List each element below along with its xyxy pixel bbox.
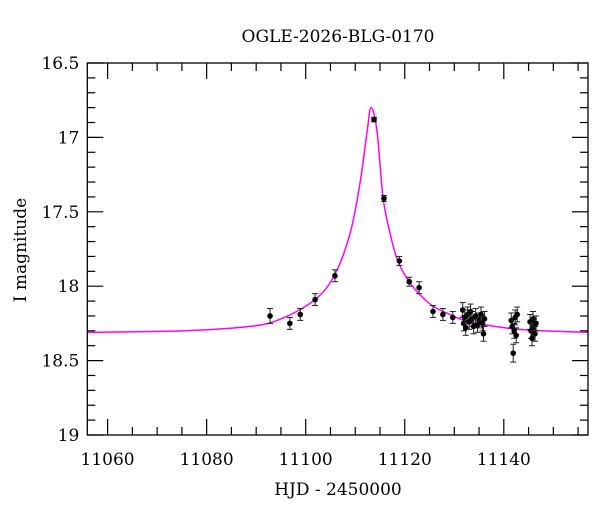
data-point	[312, 293, 319, 307]
point-marker	[381, 195, 387, 202]
x-tick-label: 11080	[180, 450, 234, 470]
point-marker	[430, 308, 436, 315]
data-point	[331, 269, 338, 283]
data-point	[480, 325, 487, 342]
data-point	[429, 305, 436, 318]
x-tick-label: 11100	[279, 450, 333, 470]
data-point	[513, 327, 520, 344]
data-points-group	[267, 116, 539, 363]
point-marker	[406, 278, 413, 285]
point-marker	[481, 316, 488, 322]
point-marker	[513, 332, 519, 339]
model-curve	[87, 106, 589, 334]
data-point	[532, 325, 539, 342]
y-tick-label: 18.5	[41, 352, 79, 372]
y-tick-label: 17	[58, 128, 80, 148]
data-point	[510, 343, 517, 363]
x-tick-label: 11060	[81, 450, 135, 470]
point-marker	[416, 284, 422, 291]
data-point	[267, 308, 274, 324]
point-marker	[480, 331, 487, 337]
point-marker	[532, 331, 538, 337]
point-marker	[440, 311, 446, 318]
x-axis-label: HJD - 2450000	[274, 480, 402, 500]
chart-title: OGLE-2026-BLG-0170	[242, 27, 435, 47]
point-marker	[267, 313, 273, 319]
point-marker	[396, 258, 403, 264]
point-marker	[510, 350, 517, 356]
data-point	[286, 316, 293, 330]
data-point	[416, 281, 423, 295]
x-tick-label: 11140	[477, 450, 531, 470]
data-point	[481, 310, 488, 327]
point-marker	[297, 311, 304, 318]
point-marker	[312, 296, 318, 303]
model-curve-group	[87, 106, 589, 334]
y-tick-label: 18	[58, 277, 80, 297]
y-tick-label: 17.5	[41, 203, 79, 223]
point-marker	[533, 320, 539, 327]
data-point	[449, 310, 456, 324]
point-marker	[529, 335, 535, 342]
axis-ticks: 11060 11080 11100 11120 11140 16.5 17 17.5 18 18.…	[41, 54, 588, 470]
point-marker	[332, 272, 338, 279]
data-point	[532, 315, 539, 332]
data-point	[396, 255, 403, 266]
data-point	[297, 308, 304, 321]
data-point	[439, 308, 446, 321]
point-marker	[479, 320, 486, 327]
data-point	[371, 116, 378, 123]
y-tick-label: 19	[58, 426, 80, 446]
y-axis-label: I magnitude	[11, 198, 31, 302]
plot-frame	[86, 62, 589, 436]
point-marker	[371, 116, 377, 123]
point-marker	[449, 314, 456, 321]
data-point	[406, 276, 413, 287]
point-marker	[511, 328, 518, 334]
x-tick-label: 11120	[378, 450, 432, 470]
y-tick-label: 16.5	[41, 54, 79, 74]
data-point	[380, 194, 387, 202]
point-marker	[287, 320, 293, 327]
point-marker	[514, 311, 520, 318]
data-point	[514, 306, 521, 323]
